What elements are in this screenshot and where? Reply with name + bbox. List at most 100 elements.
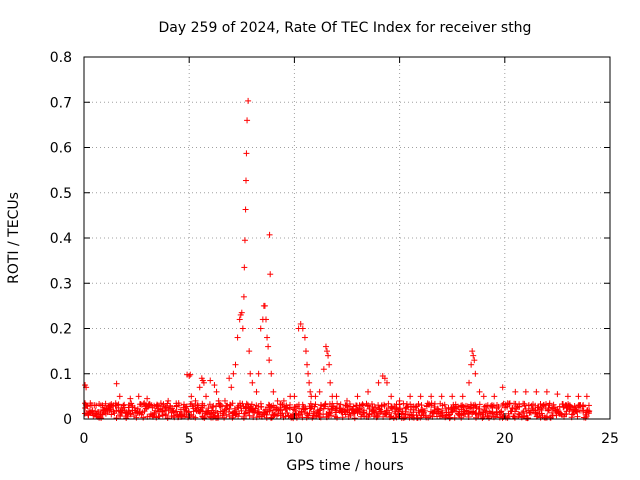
data-point bbox=[449, 393, 456, 400]
data-point bbox=[241, 264, 248, 271]
data-point bbox=[470, 352, 477, 359]
data-point bbox=[468, 361, 475, 368]
data-point bbox=[476, 388, 483, 395]
data-point bbox=[232, 361, 239, 368]
x-tick-label: 20 bbox=[496, 431, 514, 447]
data-point bbox=[154, 402, 161, 409]
data-point bbox=[274, 397, 281, 404]
data-point bbox=[200, 379, 207, 386]
data-point bbox=[480, 393, 487, 400]
data-point bbox=[262, 316, 269, 323]
data-point bbox=[533, 388, 540, 395]
data-point bbox=[270, 388, 277, 395]
data-point bbox=[312, 393, 319, 400]
data-point bbox=[265, 343, 272, 350]
data-point bbox=[396, 397, 403, 404]
data-point bbox=[333, 393, 340, 400]
grid-layer bbox=[84, 57, 610, 419]
data-point bbox=[417, 393, 424, 400]
x-axis-label: GPS time / hours bbox=[286, 458, 403, 474]
data-point bbox=[324, 348, 331, 355]
data-points-layer bbox=[82, 97, 592, 409]
data-point bbox=[267, 271, 274, 278]
data-point bbox=[239, 325, 246, 332]
plot-frame bbox=[83, 56, 611, 420]
data-point bbox=[215, 397, 222, 404]
data-point bbox=[438, 393, 445, 400]
data-point bbox=[188, 393, 195, 400]
data-point bbox=[243, 177, 250, 184]
data-point bbox=[268, 370, 275, 377]
data-point bbox=[245, 97, 252, 104]
y-tick-label: 0.2 bbox=[50, 322, 72, 338]
data-point bbox=[583, 393, 590, 400]
data-point bbox=[325, 352, 332, 359]
data-point bbox=[211, 382, 218, 389]
data-point bbox=[491, 393, 498, 400]
data-point bbox=[307, 388, 314, 395]
x-tick-label: 15 bbox=[391, 431, 409, 447]
data-point bbox=[585, 402, 592, 409]
data-point bbox=[305, 370, 312, 377]
data-point bbox=[238, 309, 245, 316]
data-point bbox=[304, 361, 311, 368]
data-point bbox=[257, 325, 264, 332]
data-point bbox=[472, 370, 479, 377]
data-point bbox=[344, 397, 350, 404]
data-point bbox=[471, 357, 478, 364]
data-point bbox=[144, 395, 151, 402]
data-point bbox=[226, 375, 233, 382]
data-point bbox=[383, 379, 390, 386]
data-point bbox=[135, 393, 142, 400]
data-point bbox=[299, 325, 306, 332]
data-point bbox=[246, 348, 253, 355]
dense-band-layer bbox=[82, 400, 593, 422]
data-point bbox=[240, 293, 247, 300]
data-point bbox=[249, 379, 256, 386]
y-tick-label: 0.8 bbox=[50, 50, 72, 66]
data-point bbox=[253, 388, 260, 395]
data-point bbox=[499, 384, 506, 391]
data-point bbox=[243, 150, 250, 157]
x-tick-label: 10 bbox=[285, 431, 303, 447]
data-point bbox=[302, 348, 309, 355]
data-point bbox=[469, 348, 476, 355]
x-tick-label: 5 bbox=[185, 431, 194, 447]
data-point bbox=[113, 380, 120, 387]
y-axis-label: ROTI / TECUs bbox=[6, 192, 22, 284]
data-point bbox=[365, 388, 372, 395]
data-point bbox=[459, 393, 466, 400]
data-point bbox=[388, 393, 395, 400]
data-point bbox=[106, 402, 113, 409]
data-point bbox=[407, 393, 414, 400]
data-point bbox=[116, 393, 123, 400]
data-point bbox=[280, 397, 287, 404]
data-point bbox=[97, 402, 104, 409]
data-point bbox=[87, 400, 94, 407]
data-point bbox=[301, 334, 308, 341]
data-point bbox=[261, 302, 268, 309]
data-point bbox=[322, 343, 329, 350]
data-point bbox=[354, 393, 361, 400]
ticks-layer: 0 5 10 15 20 25 0 0.1 0.2 0.3 0.4 0.5 0.6 0.7 0.8 bbox=[50, 50, 619, 447]
data-point bbox=[522, 388, 529, 395]
data-point bbox=[320, 366, 327, 373]
data-point bbox=[306, 379, 313, 386]
data-point bbox=[247, 370, 254, 377]
data-point bbox=[381, 375, 388, 382]
data-point bbox=[266, 357, 273, 364]
data-point bbox=[175, 400, 182, 407]
data-point bbox=[203, 393, 210, 400]
data-point bbox=[428, 393, 435, 400]
data-point bbox=[192, 397, 199, 404]
chart-title: Day 259 of 2024, Rate Of TEC Index for r… bbox=[159, 20, 532, 36]
dense-points-band bbox=[82, 400, 593, 422]
data-point bbox=[244, 117, 251, 124]
data-point bbox=[327, 379, 334, 386]
data-point bbox=[375, 379, 382, 386]
data-point bbox=[196, 384, 203, 391]
data-point bbox=[564, 393, 571, 400]
data-point bbox=[264, 334, 271, 341]
